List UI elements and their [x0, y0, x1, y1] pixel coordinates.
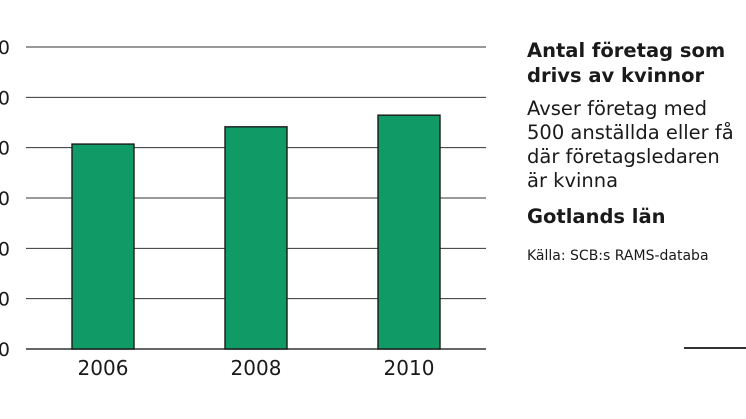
chart-title-line-1: Antal företag som	[527, 39, 726, 62]
bar-chart: 0 0 0 0 0 0 0 2006 2008 2010	[0, 37, 486, 380]
y-tick-label: 0	[0, 289, 10, 311]
chart-title: Antal företag som drivs av kvinnor	[527, 38, 746, 88]
chart-info-panel: Antal företag som drivs av kvinnor Avser…	[527, 38, 746, 265]
bars	[71, 114, 441, 350]
bar-2006	[71, 143, 135, 350]
chart-subtitle-line-4: är kvinna	[527, 169, 619, 192]
y-tick-label: 0	[0, 238, 10, 260]
y-tick-label: 0	[0, 37, 10, 59]
chart-subtitle-line-2: 500 anställda eller få	[527, 121, 734, 144]
chart-subtitle: Avser företag med 500 anställda eller få…	[527, 97, 746, 193]
y-tick-label: 0	[0, 339, 10, 361]
x-tick-label: 2006	[78, 356, 129, 380]
chart-subtitle-line-3: där företagsledaren	[527, 145, 720, 168]
chart-title-line-2: drivs av kvinnor	[527, 64, 705, 87]
y-axis-tick-labels: 0 0 0 0 0 0 0	[0, 37, 10, 361]
corner-rule	[684, 347, 746, 349]
y-tick-label: 0	[0, 138, 10, 160]
x-tick-label: 2008	[231, 356, 282, 380]
source-note: Källa: SCB:s RAMS-databa	[527, 248, 709, 264]
bar-2008	[224, 126, 288, 350]
x-tick-label: 2010	[384, 356, 435, 380]
bar-2010	[377, 114, 441, 350]
y-tick-label: 0	[0, 87, 10, 109]
y-tick-label: 0	[0, 188, 10, 210]
region-label: Gotlands län	[527, 205, 666, 228]
chart-subtitle-line-1: Avser företag med	[527, 97, 708, 120]
x-axis-tick-labels: 2006 2008 2010	[78, 356, 435, 380]
